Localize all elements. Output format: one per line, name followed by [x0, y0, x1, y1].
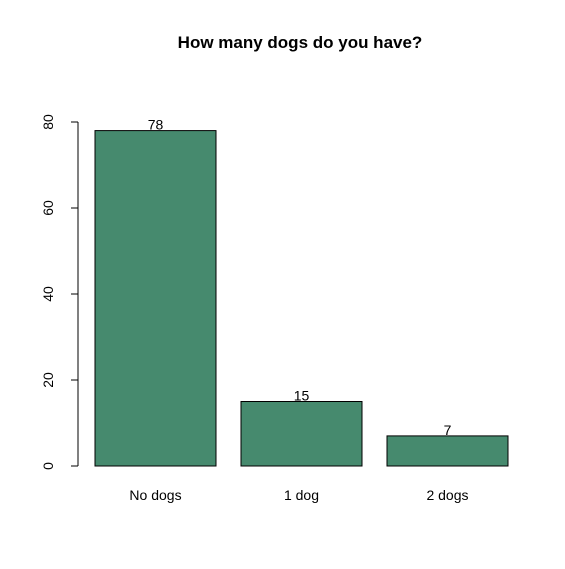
x-axis-labels: No dogs 1 dog 2 dogs: [129, 487, 468, 503]
bar-value-label: 15: [294, 388, 310, 404]
category-label: No dogs: [129, 487, 181, 503]
bar-2-dogs: [386, 435, 509, 467]
category-label: 2 dogs: [426, 487, 468, 503]
bar-no-dogs: [94, 130, 217, 467]
y-tick-label: 60: [40, 200, 56, 216]
bar-value-label: 78: [148, 117, 164, 133]
chart-title: How many dogs do you have?: [178, 33, 423, 52]
y-axis-ticks: 0 20 40 60 80: [40, 114, 78, 470]
bar-value-label: 7: [444, 422, 452, 438]
category-label: 1 dog: [284, 487, 319, 503]
y-tick-label: 20: [40, 372, 56, 388]
bar-1-dog: [240, 401, 363, 467]
y-tick-label: 0: [40, 462, 56, 470]
bars: [94, 130, 509, 467]
data-labels: 78 15 7: [148, 117, 452, 438]
y-tick-label: 80: [40, 114, 56, 130]
y-tick-label: 40: [40, 286, 56, 302]
